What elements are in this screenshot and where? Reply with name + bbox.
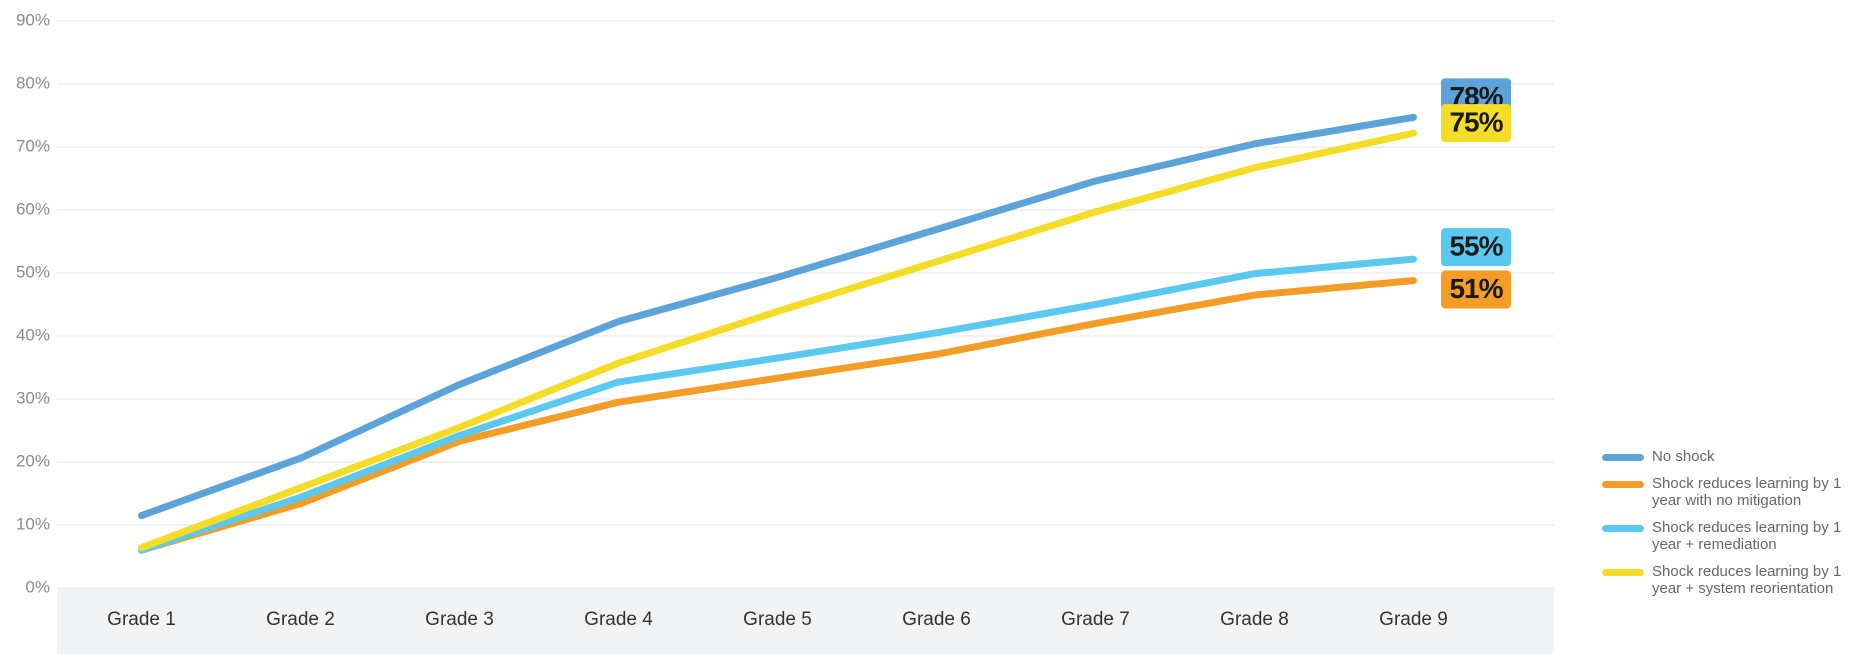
legend-item: Shock reduces learning by 1 year + syste…	[1602, 563, 1862, 597]
legend: No shock Shock reduces learning by 1 year…	[1602, 448, 1862, 607]
y-tick-label: 50%	[16, 262, 50, 281]
y-tick-label: 60%	[16, 199, 50, 218]
x-tick-label: Grade 4	[584, 609, 653, 630]
legend-item: No shock	[1602, 448, 1862, 465]
legend-item: Shock reduces learning by 1 year + remed…	[1602, 519, 1862, 553]
legend-item: Shock reduces learning by 1 year with no…	[1602, 475, 1862, 509]
series-line	[138, 255, 1417, 554]
legend-swatch	[1602, 569, 1644, 576]
x-tick-label: Grade 7	[1061, 609, 1130, 630]
x-tick-label: Grade 5	[743, 609, 812, 630]
legend-label: Shock reduces learning by 1 year + syste…	[1652, 563, 1842, 597]
series-line	[138, 277, 1417, 554]
end-label-box	[1441, 228, 1511, 267]
x-axis-band	[57, 588, 1554, 654]
legend-swatch	[1602, 525, 1644, 532]
series-line	[138, 129, 1417, 552]
y-tick-label: 80%	[16, 73, 50, 92]
y-tick-label: 30%	[16, 388, 50, 407]
x-tick-label: Grade 1	[107, 609, 176, 630]
end-label: 75%	[1449, 107, 1503, 138]
legend-swatch	[1602, 454, 1644, 461]
x-tick-label: Grade 8	[1220, 609, 1289, 630]
legend-label: Shock reduces learning by 1 year with no…	[1652, 475, 1842, 509]
end-label: 51%	[1449, 273, 1503, 304]
x-tick-label: Grade 2	[266, 609, 335, 630]
legend-label: Shock reduces learning by 1 year + remed…	[1652, 519, 1842, 553]
end-label: 55%	[1449, 231, 1503, 262]
y-tick-label: 10%	[16, 514, 50, 533]
end-label-box	[1441, 270, 1511, 309]
x-tick-label: Grade 3	[425, 609, 494, 630]
legend-swatch	[1602, 481, 1644, 488]
end-label-box	[1441, 104, 1511, 143]
series-line	[138, 113, 1417, 520]
y-tick-label: 20%	[16, 451, 50, 470]
y-tick-label: 40%	[16, 325, 50, 344]
legend-label: No shock	[1652, 448, 1715, 465]
y-tick-label: 90%	[16, 10, 50, 29]
y-tick-label: 70%	[16, 136, 50, 155]
x-tick-label: Grade 9	[1379, 609, 1448, 630]
y-tick-label: 0%	[25, 577, 50, 596]
x-tick-label: Grade 6	[902, 609, 971, 630]
